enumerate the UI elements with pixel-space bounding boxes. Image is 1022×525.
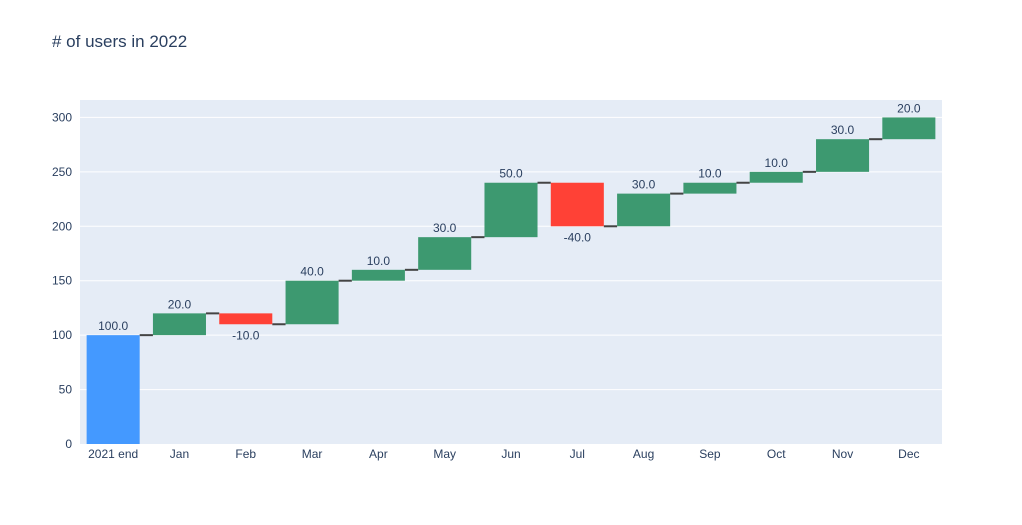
- data-label: 30.0: [433, 221, 457, 235]
- y-tick-label: 250: [52, 165, 72, 179]
- bar[interactable]: [285, 280, 339, 325]
- data-labels: 100.0 20.0 -10.0 40.0 10.0 30.0 50.0 -40.0 30.0 1…: [98, 101, 921, 342]
- bar[interactable]: [749, 171, 803, 183]
- bar[interactable]: [484, 182, 538, 238]
- connectors: [139, 138, 883, 337]
- data-label: 30.0: [632, 178, 656, 192]
- x-tick-label: Oct: [767, 447, 786, 461]
- bar[interactable]: [617, 193, 671, 227]
- data-label: 30.0: [831, 123, 855, 137]
- bar[interactable]: [550, 182, 604, 227]
- data-label: -40.0: [564, 230, 592, 244]
- x-tick-label: Dec: [898, 447, 919, 461]
- bar[interactable]: [219, 313, 273, 325]
- bar[interactable]: [351, 269, 405, 281]
- x-tick-label: Sep: [699, 447, 721, 461]
- data-label: 50.0: [499, 167, 523, 181]
- data-label: 40.0: [300, 265, 324, 279]
- x-axis-ticks: 2021 end Jan Feb Mar Apr May Jun Jul Aug Sep Oct No…: [88, 447, 919, 461]
- x-tick-label: Jan: [170, 447, 189, 461]
- bar[interactable]: [152, 313, 206, 336]
- data-label: -10.0: [232, 328, 260, 342]
- data-label: 20.0: [897, 101, 921, 115]
- data-label: 20.0: [168, 297, 192, 311]
- data-label: 10.0: [367, 254, 391, 268]
- y-tick-label: 200: [52, 219, 72, 233]
- y-tick-label: 300: [52, 110, 72, 124]
- x-tick-label: Apr: [369, 447, 388, 461]
- x-tick-label: Nov: [832, 447, 853, 461]
- x-tick-label: 2021 end: [88, 447, 138, 461]
- x-tick-label: Aug: [633, 447, 654, 461]
- bar[interactable]: [882, 117, 936, 140]
- data-label: 100.0: [98, 319, 128, 333]
- x-tick-label: Feb: [235, 447, 256, 461]
- x-tick-label: Jun: [501, 447, 520, 461]
- bar[interactable]: [86, 335, 140, 444]
- y-tick-label: 100: [52, 328, 72, 342]
- bar[interactable]: [683, 182, 737, 194]
- y-axis-ticks: 0 50 100 150 200 250 300: [52, 110, 72, 451]
- data-label: 10.0: [698, 167, 722, 181]
- y-tick-label: 150: [52, 274, 72, 288]
- y-tick-label: 50: [59, 383, 73, 397]
- plot-background: [80, 100, 942, 444]
- data-label: 10.0: [765, 156, 789, 170]
- x-tick-label: Mar: [302, 447, 323, 461]
- bar[interactable]: [816, 139, 870, 172]
- x-tick-label: May: [433, 447, 456, 461]
- bar[interactable]: [418, 237, 472, 270]
- bars: [86, 117, 936, 444]
- y-tick-label: 0: [65, 437, 72, 451]
- x-tick-label: Jul: [570, 447, 585, 461]
- chart-title: # of users in 2022: [52, 32, 188, 51]
